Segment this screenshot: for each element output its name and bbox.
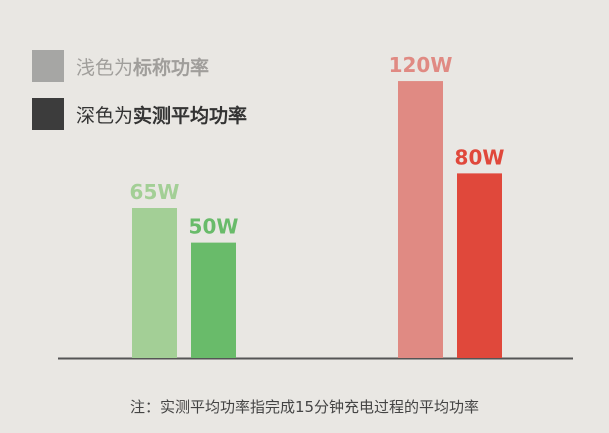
legend-item-measured: 深色为实测平均功率 [32, 98, 247, 130]
legend-swatch-measured [32, 98, 64, 130]
bar-label-80W: 80W [455, 145, 505, 169]
bar-nominal-120W [398, 81, 443, 359]
footnote: 注：实测平均功率指完成15分钟充电过程的平均功率 [129, 398, 480, 416]
legend-label-nominal: 浅色为标称功率 [76, 53, 209, 80]
legend-prefix-measured: 深色为 [76, 104, 134, 127]
legend-bold-nominal: 标称功率 [133, 56, 210, 79]
legend: 浅色为标称功率 深色为实测平均功率 [32, 50, 247, 146]
bar-label-65W: 65W [130, 180, 180, 204]
legend-label-measured: 深色为实测平均功率 [76, 101, 247, 128]
legend-prefix-nominal: 浅色为 [76, 56, 134, 79]
legend-item-nominal: 浅色为标称功率 [32, 50, 247, 82]
legend-swatch-nominal [32, 50, 64, 82]
bar-label-120W: 120W [389, 53, 453, 77]
bar-label-50W: 50W [189, 215, 239, 239]
bar-measured-50W [191, 242, 236, 358]
bar-measured-80W [457, 173, 502, 358]
legend-bold-measured: 实测平均功率 [133, 104, 248, 127]
bar-nominal-65W [132, 208, 177, 358]
